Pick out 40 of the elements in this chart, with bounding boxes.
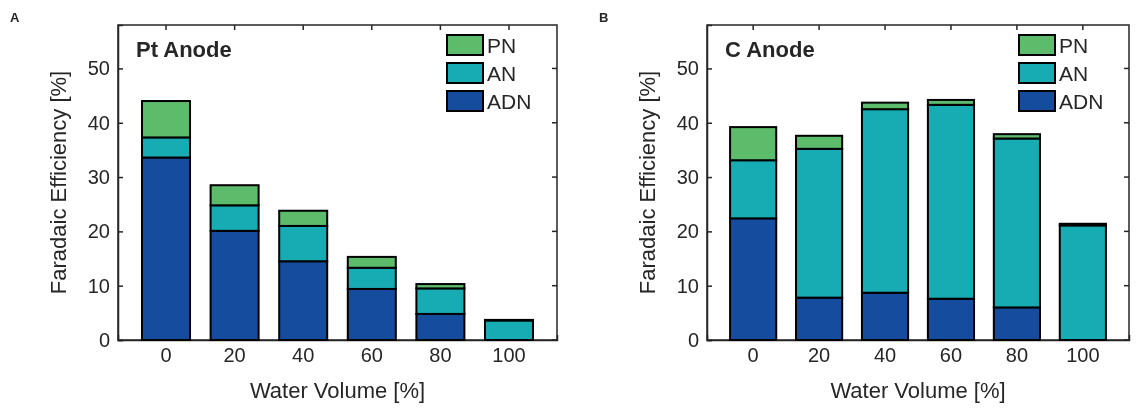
- y-tick-label: 40: [87, 111, 110, 134]
- x-tick-label: 40: [873, 344, 897, 367]
- legend-label: AN: [487, 62, 517, 85]
- x-tick-label: 20: [223, 344, 246, 367]
- y-tick-label: 50: [676, 57, 699, 80]
- x-tick-label: 0: [160, 344, 172, 367]
- y-tick-label: 0: [687, 328, 699, 351]
- legend-label: ADN: [1059, 90, 1104, 113]
- y-tick-label: 10: [676, 274, 699, 297]
- x-tick-label: 100: [492, 344, 526, 367]
- x-tick-label: 80: [429, 344, 452, 367]
- x-tick-label: 60: [360, 344, 383, 367]
- y-tick-label: 30: [87, 165, 110, 188]
- x-tick-label: 80: [1005, 344, 1029, 367]
- y-tick-label: 10: [87, 274, 110, 297]
- bar: [1058, 224, 1107, 341]
- y-tick-label: 30: [676, 165, 699, 188]
- x-tick-label: 40: [292, 344, 315, 367]
- legend-label: AN: [1059, 62, 1089, 85]
- x-tick-label: 20: [807, 344, 831, 367]
- y-tick-label: 40: [676, 111, 699, 134]
- legend-label: PN: [487, 34, 517, 57]
- text: A: [10, 10, 20, 25]
- legend-label: ADN: [487, 90, 532, 113]
- x-axis-title: Water Volume [%]: [249, 378, 426, 403]
- text: C Anode: [725, 37, 815, 62]
- y-tick-label: 0: [98, 328, 110, 351]
- y-tick-label: 20: [676, 220, 699, 243]
- bar: [483, 319, 534, 341]
- y-tick-label: 50: [87, 57, 110, 80]
- x-axis-title: Water Volume [%]: [830, 378, 1006, 403]
- text: B: [599, 10, 609, 25]
- y-tick-label: 20: [87, 220, 110, 243]
- x-tick-label: 100: [1066, 344, 1100, 367]
- text: Pt Anode: [136, 37, 232, 62]
- legend-label: PN: [1059, 34, 1089, 57]
- x-tick-label: 60: [939, 344, 963, 367]
- y-axis-title: Faradaic Efficiency [%]: [635, 70, 660, 295]
- y-axis-title: Faradaic Efficiency [%]: [46, 70, 71, 295]
- x-tick-label: 0: [747, 344, 759, 367]
